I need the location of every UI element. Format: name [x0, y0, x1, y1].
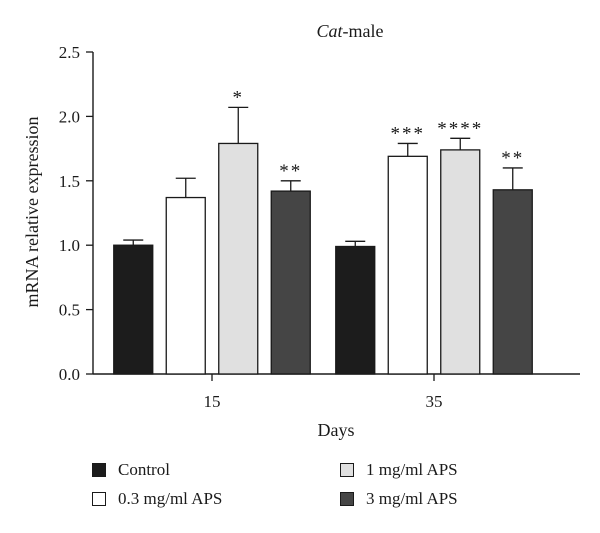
- significance-label-3-0: **: [279, 161, 302, 182]
- y-tick-label-3: 1.5: [59, 172, 80, 191]
- bar-1-0: [165, 196, 206, 375]
- chart-title-italic: Cat: [317, 21, 344, 41]
- y-axis-label: mRNA relative expression: [22, 117, 42, 308]
- significance-label-1-1: ***: [391, 123, 426, 144]
- y-tick-label-1: 0.5: [59, 301, 80, 320]
- bar-1-1: [387, 155, 428, 375]
- x-tick-label-0: 15: [204, 392, 221, 411]
- y-tick-label-4: 2.0: [59, 107, 80, 126]
- significance-label-3-1: **: [501, 148, 524, 169]
- y-tick-label-0: 0.0: [59, 365, 80, 384]
- bar-2-1: [440, 149, 481, 375]
- bar-3-0: [270, 190, 311, 375]
- significance-label-2-1: ****: [437, 118, 483, 139]
- bar-0-0: [113, 244, 154, 375]
- y-tick-label-2: 1.0: [59, 236, 80, 255]
- bar-2-0: [218, 142, 259, 375]
- bar-3-1: [492, 189, 533, 375]
- bar-0-1: [335, 245, 376, 375]
- chart-title-rest: -male: [343, 21, 384, 41]
- significance-label-2-0: *: [233, 87, 245, 108]
- chart-title: Cat-male: [317, 21, 384, 41]
- y-tick-label-5: 2.5: [59, 43, 80, 62]
- x-tick-label-1: 35: [426, 392, 443, 411]
- x-axis-label: Days: [318, 420, 355, 440]
